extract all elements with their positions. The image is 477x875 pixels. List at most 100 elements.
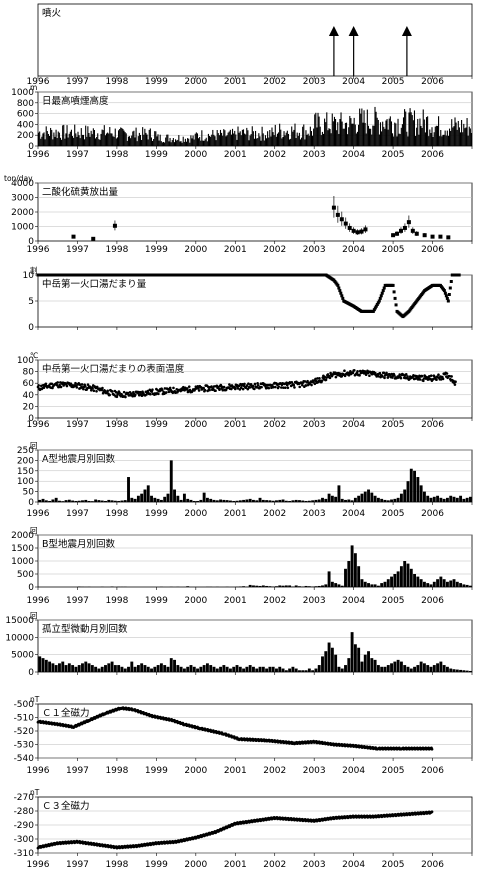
monthly-bar [419,485,423,502]
plume-bar [202,140,204,146]
plume-bar [203,140,205,146]
monthly-bar [462,498,466,502]
monthly-bar [439,576,443,587]
plume-bar [407,136,409,146]
plume-bar [260,140,262,146]
plume-bar [379,122,382,146]
plume-bar [343,128,345,146]
plume-bar [345,122,348,146]
year-label: 2006 [421,150,444,160]
temperature-point [290,380,294,384]
monthly-bar [409,468,413,502]
monthly-bar [380,666,384,672]
y-tick-label: -540 [14,754,35,764]
temperature-point [343,369,346,373]
plume-bar [306,134,308,146]
monthly-bar [429,584,433,587]
year-label: 1998 [105,766,128,776]
monthly-bar [399,661,403,672]
temperature-point [418,378,422,381]
temperature-point [352,368,356,372]
monthly-bar [242,499,246,502]
monthly-bar [291,500,295,502]
plume-bar [451,119,453,146]
so2-point [410,228,415,233]
plume-bar [81,134,83,146]
monthly-bar [314,668,318,672]
temperature-point [285,381,288,385]
year-label: 1996 [27,860,50,870]
monthly-bar [403,561,407,587]
monthly-bar [406,481,410,502]
temperature-point [385,373,389,376]
monthly-bar [393,498,397,502]
temperature-point [230,387,233,391]
plume-bar [161,142,163,146]
y-tick-label: 60 [23,379,35,389]
so2-point [414,231,419,236]
monthly-bar [311,500,315,502]
eruption-arrow-head [348,26,359,36]
monthly-bar [166,493,170,502]
temperature-point [168,386,172,390]
y-tick-label: -310 [14,849,35,859]
monthly-bar [298,500,301,502]
monthly-bar [380,498,384,502]
temperature-point [422,377,426,380]
temperature-point [78,383,82,387]
monthly-bar [248,665,252,672]
monthly-bar [255,585,259,587]
y-tick-label: 2000 [11,208,34,218]
year-label: 1998 [105,596,128,606]
plume-bar [179,141,181,146]
plume-bar [225,136,227,146]
monthly-bar [97,668,101,672]
plume-bar [364,122,366,146]
monthly-bar [337,485,341,502]
temperature-point [241,387,245,391]
temperature-point [58,383,61,387]
y-tick-label: 10000 [5,633,34,643]
temperature-point [179,389,182,393]
monthly-bar [324,584,328,587]
year-label: 2006 [421,77,444,87]
plume-bar [310,131,312,146]
unit-label: 回 [30,526,38,535]
monthly-bar [252,666,255,672]
monthly-bar [212,499,216,502]
temperature-point [364,373,368,377]
y-tick-label: 600 [17,110,34,120]
water-level-point [457,273,461,277]
plume-bar [181,142,183,146]
monthly-bar [104,500,107,502]
panel-title: B型地震月別回数 [42,538,116,550]
temperature-point [283,386,287,389]
temperature-point [272,385,275,389]
monthly-bar [186,666,190,672]
plume-bar [365,133,367,146]
monthly-bar [258,666,262,672]
water-level-point [374,304,378,308]
monthly-bar [38,656,42,672]
monthly-bar [445,497,449,502]
plume-bar [78,135,80,146]
y-tick-label: 100 [17,477,34,487]
monthly-bar [383,666,387,672]
monthly-bar [360,661,364,672]
water-level-point [448,286,452,290]
monthly-bar [169,460,173,502]
monthly-bar [222,665,226,672]
monthly-bar [386,665,390,672]
monthly-bar [71,500,75,502]
monthly-bar [64,665,68,672]
temperature-point [301,383,304,387]
monthly-bar [363,654,367,672]
plume-bar [136,141,138,146]
temperature-point [172,386,175,390]
plume-bar [354,124,356,146]
plume-bar [57,131,59,146]
water-level-point [445,296,449,300]
plume-bar [132,131,134,146]
temperature-point [298,385,302,389]
